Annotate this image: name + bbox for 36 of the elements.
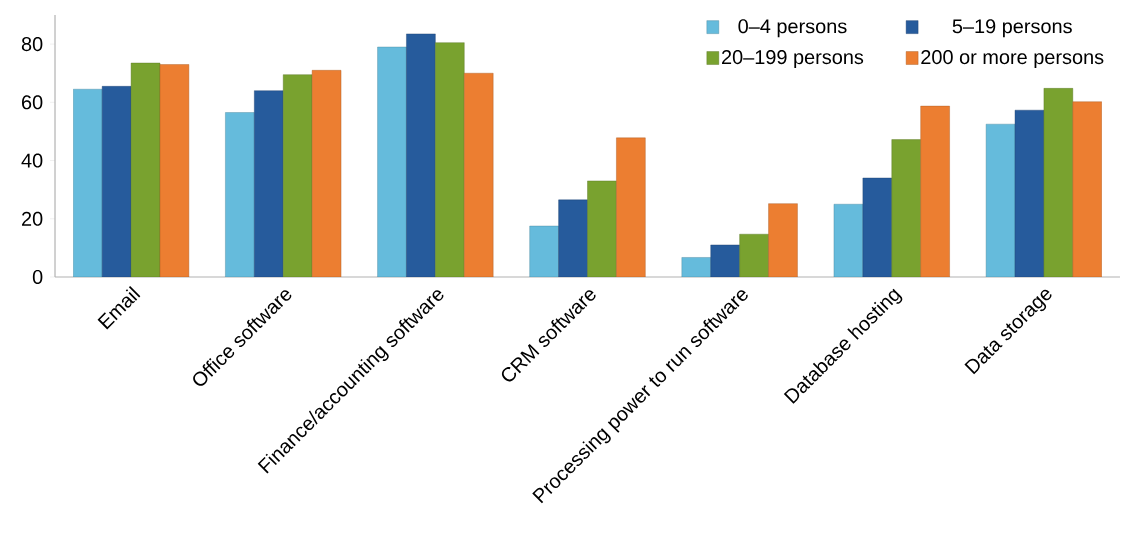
legend-label: 200 or more persons: [921, 50, 1104, 69]
bar: [616, 137, 646, 277]
bar: [891, 139, 921, 277]
bar: [159, 64, 190, 277]
bar: [985, 123, 1016, 277]
bar: [833, 204, 864, 277]
bar: [73, 89, 103, 277]
bar: [529, 225, 559, 277]
bar: [254, 90, 284, 277]
bar: [464, 73, 494, 277]
y-tick-label: 60: [22, 95, 43, 110]
legend-label: 5–19 persons: [952, 19, 1072, 38]
bar: [920, 105, 950, 277]
bar: [101, 86, 132, 277]
y-tick-label: 80: [21, 37, 43, 52]
bar: [768, 203, 798, 277]
bar: [587, 180, 617, 277]
bar: [377, 46, 407, 277]
bar: [739, 233, 769, 277]
bar: [1014, 109, 1045, 277]
bar: [406, 33, 436, 277]
bar: [1043, 88, 1074, 277]
legend-label: 0–4 persons: [738, 19, 847, 38]
bar: [283, 74, 313, 277]
bar: [435, 42, 465, 277]
y-tick-label: 40: [21, 153, 43, 168]
bar: [130, 62, 161, 277]
bar: [1072, 101, 1102, 277]
bar: [710, 244, 740, 277]
bar: [311, 70, 342, 277]
bar: [862, 177, 892, 277]
y-tick-label: 20: [22, 211, 43, 226]
legend-label: 20–199 persons: [722, 50, 864, 69]
bar: [558, 199, 588, 277]
y-tick-label: 0: [32, 269, 43, 285]
bar: [225, 112, 255, 277]
